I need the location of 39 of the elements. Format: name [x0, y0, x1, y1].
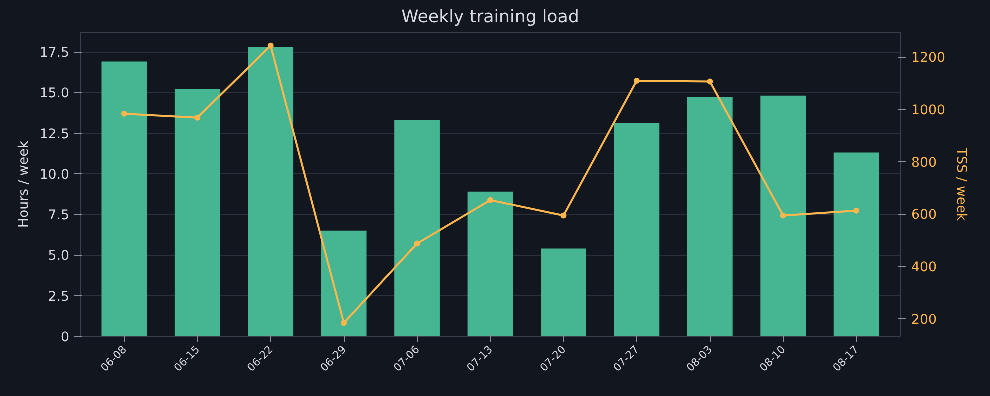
point — [488, 197, 494, 204]
y2-axis-title: TSS / week — [953, 146, 968, 222]
point — [341, 320, 348, 326]
point — [268, 42, 274, 49]
point — [560, 212, 567, 219]
bar — [687, 98, 733, 336]
bar — [394, 120, 440, 336]
y2-tick-label: 1000 — [912, 103, 946, 118]
y-axis-title: Hours / week — [16, 140, 32, 228]
bar — [102, 62, 148, 336]
point — [780, 212, 786, 219]
y-tick-label: 10.0 — [40, 168, 70, 183]
point — [414, 240, 420, 247]
point — [121, 110, 128, 117]
y2-tick-label: 200 — [912, 312, 937, 328]
y-tick-label: 0 — [61, 330, 70, 346]
point — [194, 114, 201, 121]
y2-tick-label: 1200 — [912, 51, 946, 66]
y2-tick-label: 400 — [912, 260, 937, 276]
y-tick-label: 2.5 — [48, 290, 70, 305]
y-tick-label: 15.0 — [40, 86, 70, 102]
y-tick-label: 12.5 — [40, 127, 70, 142]
bar — [174, 89, 220, 336]
bar — [248, 47, 294, 336]
bar — [541, 248, 586, 336]
bar — [614, 124, 660, 336]
bar — [468, 192, 514, 336]
bar — [321, 230, 367, 336]
chart-title: Weekly training load — [402, 8, 580, 28]
y-tick-label: 17.5 — [40, 46, 70, 62]
y-tick-label: 5.0 — [48, 249, 70, 264]
y2-tick-label: 800 — [912, 156, 937, 171]
point — [707, 78, 714, 85]
y2-tick-label: 600 — [912, 208, 937, 224]
point — [634, 78, 640, 84]
bar — [834, 152, 880, 336]
point — [854, 208, 860, 214]
bar — [760, 96, 806, 336]
y-tick-label: 7.5 — [48, 208, 70, 224]
